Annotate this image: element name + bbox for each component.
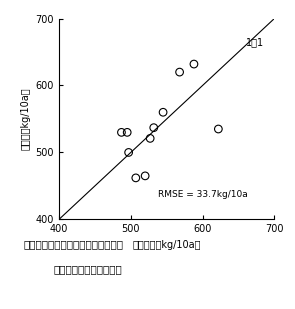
Point xyxy=(177,70,182,74)
Text: RMSE = 33.7kg/10a: RMSE = 33.7kg/10a xyxy=(158,190,248,199)
Text: 1：1: 1：1 xyxy=(246,37,264,47)
Point xyxy=(161,110,165,115)
Text: 予測収量と実収量の関係: 予測収量と実収量の関係 xyxy=(53,264,122,274)
Point xyxy=(133,176,138,180)
Point xyxy=(216,127,221,132)
Point xyxy=(126,150,131,155)
X-axis label: 予測収量（kg/10a）: 予測収量（kg/10a） xyxy=(132,240,201,250)
Point xyxy=(119,130,124,135)
Text: 図３　水稲の収量予測モデルによる: 図３ 水稲の収量予測モデルによる xyxy=(24,239,124,249)
Point xyxy=(143,173,148,178)
Point xyxy=(125,130,130,135)
Y-axis label: 実収量（kg/10a）: 実収量（kg/10a） xyxy=(20,88,30,150)
Point xyxy=(151,125,156,130)
Point xyxy=(148,136,153,141)
Point xyxy=(191,61,196,66)
